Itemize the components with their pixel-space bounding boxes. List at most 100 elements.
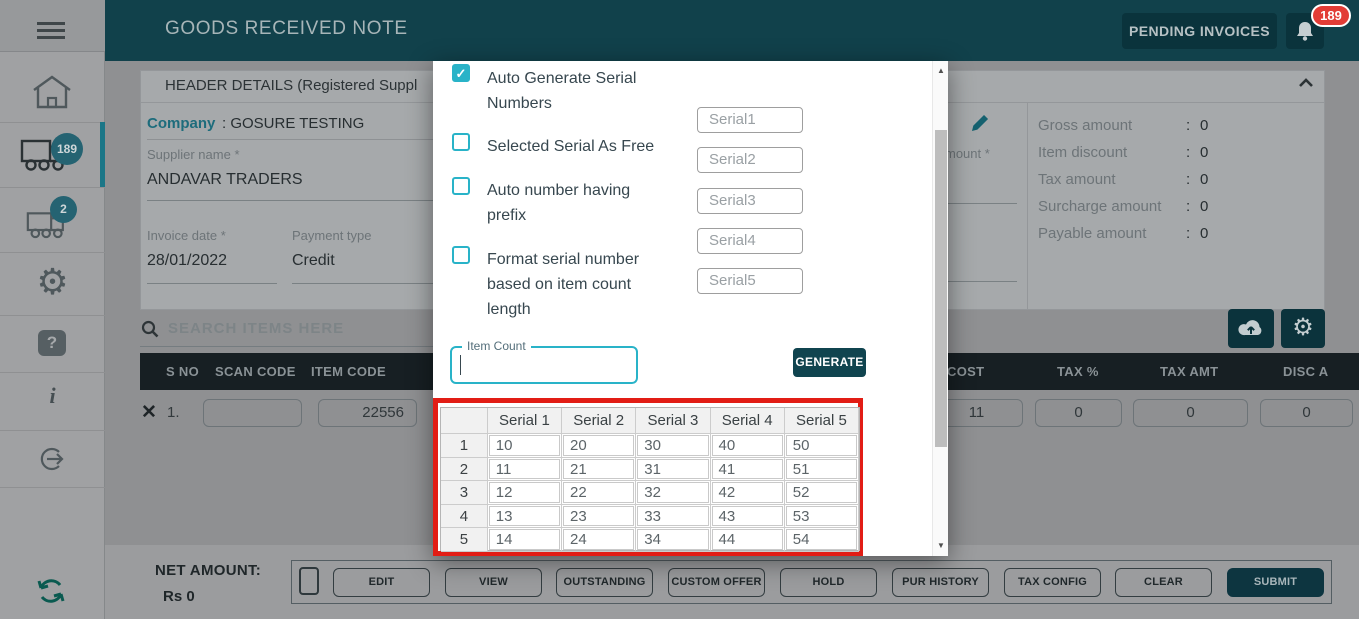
auto-generate-serial-checkbox[interactable]: ✓ <box>452 64 470 82</box>
selected-serial-free-checkbox[interactable] <box>452 133 470 151</box>
serial5-input[interactable]: Serial5 <box>697 268 803 294</box>
sidebar-item-grn-active[interactable]: 189 <box>0 127 105 182</box>
upload-button[interactable] <box>1228 309 1274 348</box>
serial-cell-input[interactable]: 14 <box>488 529 561 550</box>
clear-button[interactable]: CLEAR <box>1115 568 1212 597</box>
payable-amount-label: Payable amount <box>1038 225 1147 242</box>
format-serial-checkbox[interactable] <box>452 246 470 264</box>
page-title: GOODS RECEIVED NOTE <box>165 18 408 39</box>
sidebar-item-info[interactable]: i <box>0 377 105 427</box>
dialog-scrollbar[interactable]: ▲ ▼ <box>932 61 948 556</box>
serial-cell-input[interactable]: 21 <box>563 458 635 480</box>
serial-cell-input[interactable]: 24 <box>563 529 635 550</box>
serial-cell-input[interactable]: 31 <box>637 458 709 480</box>
serial-cell-input[interactable]: 22 <box>563 482 635 503</box>
serial-cell-input[interactable]: 32 <box>637 482 709 503</box>
outstanding-button[interactable]: OUTSTANDING <box>556 568 653 597</box>
item-code-input[interactable]: 22556 <box>318 399 417 427</box>
help-icon: ? <box>38 330 66 356</box>
sidebar-item-help[interactable]: ? <box>0 320 105 370</box>
serial-cell-input[interactable]: 44 <box>711 529 783 550</box>
edit-button[interactable]: EDIT <box>333 568 430 597</box>
serial3-input[interactable]: Serial3 <box>697 188 803 214</box>
serial-cell-input[interactable]: 33 <box>637 505 709 527</box>
serial1-column-header: Serial 1 <box>487 408 563 434</box>
search-items-input[interactable]: SEARCH ITEMS HERE <box>168 320 345 337</box>
footer-checkbox[interactable] <box>299 567 319 595</box>
tax-amount-value: 0 <box>1200 171 1209 188</box>
table-settings-button[interactable]: ⚙ <box>1281 309 1325 348</box>
serial-cell-input[interactable]: 53 <box>785 505 858 527</box>
tax-amt-input[interactable]: 0 <box>1133 399 1248 427</box>
sidebar-item-settings[interactable]: ⚙ <box>0 257 105 312</box>
payment-type-value[interactable]: Credit <box>292 252 335 269</box>
invoice-date-label: Invoice date * <box>147 228 226 243</box>
custom-offer-button[interactable]: CUSTOM OFFER <box>668 568 765 597</box>
serial-cell-input[interactable]: 23 <box>563 505 635 527</box>
serial2-input[interactable]: Serial2 <box>697 147 803 173</box>
serial4-input[interactable]: Serial4 <box>697 228 803 254</box>
submit-button[interactable]: SUBMIT <box>1227 568 1324 597</box>
col-item-code: ITEM CODE <box>311 364 386 379</box>
supplier-name-value[interactable]: ANDAVAR TRADERS <box>147 171 303 188</box>
serial-cell-input[interactable]: 11 <box>488 458 561 480</box>
payment-type-label: Payment type <box>292 228 372 243</box>
delete-row-icon[interactable]: ✕ <box>141 402 157 423</box>
serial2-column-header: Serial 2 <box>562 408 637 434</box>
serial-numbers-table: Serial 1 Serial 2 Serial 3 Serial 4 Seri… <box>440 407 860 552</box>
collapse-chevron-icon[interactable] <box>1297 76 1315 90</box>
serial-cell-input[interactable]: 30 <box>637 435 709 456</box>
pur-history-button[interactable]: PUR HISTORY <box>892 568 989 597</box>
serial-cell-input[interactable]: 52 <box>785 482 858 503</box>
serial-cell-input[interactable]: 51 <box>785 458 858 480</box>
serial1-input[interactable]: Serial1 <box>697 107 803 133</box>
pending-invoices-button[interactable]: PENDING INVOICES <box>1122 13 1277 49</box>
home-icon <box>30 74 74 110</box>
serial-cell-input[interactable]: 10 <box>488 435 561 456</box>
table-row: 4 13 23 33 43 53 <box>441 504 860 529</box>
serial-cell-input[interactable]: 13 <box>488 505 561 527</box>
tax-pct-input[interactable]: 0 <box>1035 399 1122 427</box>
scroll-up-icon[interactable]: ▲ <box>937 66 945 75</box>
row-serial-number: 1. <box>167 404 180 421</box>
serial-cell-input[interactable]: 41 <box>711 458 783 480</box>
item-count-label: Item Count <box>462 339 531 353</box>
serial-cell-input[interactable]: 50 <box>785 435 858 456</box>
item-discount-label: Item discount <box>1038 144 1128 161</box>
info-icon: i <box>49 383 56 408</box>
sidebar-item-home[interactable] <box>0 62 105 122</box>
highlight-annotation-box <box>433 398 863 556</box>
item-count-input[interactable] <box>450 346 638 384</box>
table-row: 2 11 21 31 41 51 <box>441 457 860 482</box>
serial-cell-input[interactable]: 40 <box>711 435 783 456</box>
panel-divider <box>1027 103 1028 310</box>
hold-button[interactable]: HOLD <box>780 568 877 597</box>
scroll-down-icon[interactable]: ▼ <box>937 541 945 550</box>
sidebar-item-sync[interactable] <box>0 567 105 617</box>
disc-amt-input[interactable]: 0 <box>1260 399 1353 427</box>
col-cost: COST <box>947 364 985 379</box>
serial-cell-input[interactable]: 42 <box>711 482 783 503</box>
serial-number-dialog: ✓ Auto Generate Serial Numbers Selected … <box>433 61 948 556</box>
sidebar-item-deliveries[interactable]: 2 <box>0 192 105 250</box>
format-serial-label: Format serial number based on item count… <box>487 251 640 318</box>
serial-cell-input[interactable]: 34 <box>637 529 709 550</box>
scrollbar-thumb[interactable] <box>935 130 947 447</box>
col-disc-amt: DISC A <box>1283 364 1329 379</box>
menu-toggle-button[interactable] <box>0 0 105 52</box>
serial-cell-input[interactable]: 12 <box>488 482 561 503</box>
scan-code-input[interactable] <box>203 399 302 427</box>
auto-number-prefix-checkbox[interactable] <box>452 177 470 195</box>
serial-cell-input[interactable]: 43 <box>711 505 783 527</box>
tax-config-button[interactable]: TAX CONFIG <box>1004 568 1101 597</box>
serial-cell-input[interactable]: 20 <box>563 435 635 456</box>
edit-pencil-icon[interactable] <box>971 113 990 132</box>
sidebar-item-logout[interactable] <box>0 435 105 485</box>
serial-cell-input[interactable]: 54 <box>785 529 858 550</box>
generate-button[interactable]: GENERATE <box>793 348 866 377</box>
invoice-date-value[interactable]: 28/01/2022 <box>147 252 228 269</box>
view-button[interactable]: VIEW <box>445 568 542 597</box>
logout-icon <box>37 444 67 474</box>
payable-amount-value: 0 <box>1200 225 1209 242</box>
serial4-column-header: Serial 4 <box>710 408 785 434</box>
